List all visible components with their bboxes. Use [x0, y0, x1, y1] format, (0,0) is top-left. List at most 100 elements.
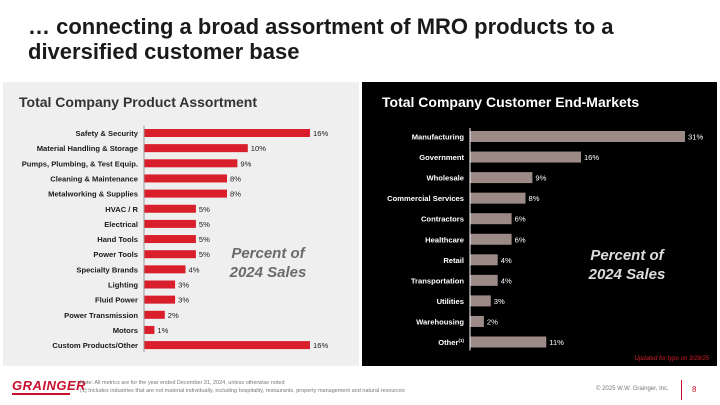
slide-title: … connecting a broad assortment of MRO p…	[28, 14, 688, 64]
category-label-text: Wholesale	[426, 174, 464, 183]
category-label-text: Pumps, Plumbing, & Test Equip.	[22, 159, 138, 168]
category-label-text: Warehousing	[416, 317, 464, 326]
bar	[144, 295, 176, 304]
category-label-text: Contractors	[421, 215, 464, 224]
customer-annotation-line-1: Percent of	[590, 247, 664, 264]
value-label: 9%	[240, 159, 251, 168]
product-assortment-chart: Safety & Security 16% Material Handling & …	[22, 126, 328, 353]
value-label: 4%	[189, 265, 200, 274]
slide-title-line-1: … connecting a broad assortment of MRO p…	[28, 14, 614, 39]
category-label: Other(1)	[438, 338, 464, 347]
category-label: Hand Tools	[97, 235, 138, 244]
value-label: 8%	[230, 174, 241, 183]
page-divider	[681, 380, 682, 400]
customer-end-markets-panel: Total Company Customer End-Markets Manuf…	[362, 82, 717, 366]
bar	[470, 172, 533, 184]
category-label: Custom Products/Other	[52, 341, 138, 350]
bar	[470, 274, 498, 286]
category-label: Commercial Services	[387, 194, 464, 203]
value-label: 9%	[535, 174, 546, 183]
bar	[470, 233, 512, 245]
value-label: 5%	[199, 220, 210, 229]
category-label-text: HVAC / R	[105, 205, 138, 214]
update-note: Updated for typo on 3/28/25	[634, 356, 709, 362]
customer-end-markets-title: Total Company Customer End-Markets	[382, 94, 640, 110]
bar	[144, 144, 248, 153]
category-label: Motors	[113, 326, 138, 335]
customer-percent-annotation: Percent of 2024 Sales	[567, 246, 687, 284]
category-label-text: Electrical	[104, 220, 138, 229]
footer: GRAINGER Note: All metrics are for the y…	[0, 368, 720, 405]
value-label: 8%	[528, 194, 539, 203]
category-label: Fluid Power	[95, 296, 138, 305]
footnote-line-2: (1) Includes industries that are not mat…	[80, 388, 405, 394]
category-label: Safety & Security	[76, 129, 139, 138]
bar	[470, 151, 581, 163]
category-label: HVAC / R	[105, 205, 138, 214]
value-label: 16%	[313, 129, 328, 138]
category-label-text: Cleaning & Maintenance	[50, 174, 138, 183]
category-label-text: Government	[419, 153, 464, 162]
bar	[144, 189, 227, 198]
bar	[470, 131, 685, 142]
value-label: 3%	[494, 297, 505, 306]
category-label: Material Handling & Storage	[37, 144, 138, 153]
product-assortment-panel: Total Company Product Assortment Safety …	[3, 82, 359, 366]
category-label: Manufacturing	[412, 133, 465, 142]
bar	[144, 174, 227, 183]
category-label-text: Lighting	[108, 281, 138, 290]
logo-underline	[12, 393, 70, 395]
bar	[144, 265, 186, 274]
bar	[144, 129, 310, 137]
bar	[470, 192, 526, 204]
value-label: 16%	[584, 153, 599, 162]
category-label: Metalworking & Supplies	[48, 190, 138, 199]
value-label: 10%	[251, 144, 266, 153]
value-label: 5%	[199, 235, 210, 244]
bar	[144, 325, 155, 334]
bar	[470, 315, 484, 327]
value-label: 31%	[688, 133, 703, 142]
bar	[470, 254, 498, 266]
value-label: 8%	[230, 190, 241, 199]
footnote: Note: All metrics are for the year ended…	[80, 379, 405, 395]
value-label: 3%	[178, 281, 189, 290]
value-label: 4%	[501, 256, 512, 265]
category-label-text: Motors	[113, 326, 138, 335]
value-label: 2%	[487, 317, 498, 326]
value-label: 4%	[501, 276, 512, 285]
footnote-line-1: Note: All metrics are for the year ended…	[80, 380, 285, 386]
category-label-text: Other	[438, 338, 458, 347]
category-label: Contractors	[421, 215, 464, 224]
customer-end-markets-chart: Manufacturing 31% Government 16% Wholesale 9%…	[387, 128, 703, 351]
product-annotation-line-2: 2024 Sales	[229, 264, 307, 281]
bar	[144, 235, 196, 244]
category-superscript: (1)	[459, 338, 465, 343]
bar	[470, 336, 547, 348]
grainger-logo: GRAINGER	[12, 378, 87, 393]
category-label-text: Material Handling & Storage	[37, 144, 138, 153]
category-label: Transportation	[411, 276, 465, 285]
category-label-text: Commercial Services	[387, 194, 464, 203]
bar	[144, 159, 238, 168]
category-label-text: Fluid Power	[95, 296, 138, 305]
copyright: © 2025 W.W. Grainger, Inc.	[596, 386, 669, 392]
category-label: Specialty Brands	[76, 265, 138, 274]
bar	[144, 219, 196, 228]
category-label: Healthcare	[425, 235, 464, 244]
product-assortment-title: Total Company Product Assortment	[19, 94, 258, 110]
category-label: Pumps, Plumbing, & Test Equip.	[22, 159, 138, 168]
category-label-text: Specialty Brands	[76, 265, 138, 274]
value-label: 2%	[168, 311, 179, 320]
product-percent-annotation: Percent of 2024 Sales	[208, 244, 328, 282]
category-label-text: Power Transmission	[64, 311, 138, 320]
category-label: Power Transmission	[64, 311, 138, 320]
value-label: 5%	[199, 250, 210, 259]
category-label-text: Metalworking & Supplies	[48, 190, 138, 199]
category-label: Retail	[443, 256, 464, 265]
bar	[144, 280, 176, 289]
category-label-text: Manufacturing	[412, 133, 465, 142]
product-annotation-line-1: Percent of	[231, 245, 305, 262]
bar	[144, 250, 196, 259]
bar	[470, 213, 512, 225]
